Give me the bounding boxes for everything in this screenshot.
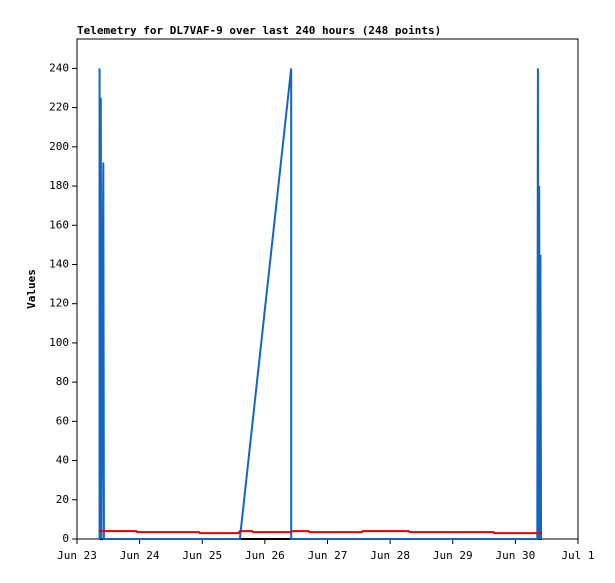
y-axis-label: Values	[25, 269, 38, 309]
y-tick-label: 140	[49, 257, 69, 270]
y-tick-label: 60	[56, 414, 69, 427]
y-tick-label: 80	[56, 375, 69, 388]
x-tick-label: Jun 24	[120, 549, 160, 562]
x-tick-label: Jul 1	[561, 549, 594, 562]
x-tick-label: Jun 23	[57, 549, 97, 562]
plot-frame	[76, 38, 579, 540]
y-tick-label: 220	[49, 101, 69, 114]
x-tick-label: Jun 26	[245, 549, 285, 562]
y-tick-label: 180	[49, 179, 69, 192]
y-tick-label: 100	[49, 336, 69, 349]
y-tick-label: 40	[56, 454, 69, 467]
y-tick-label: 200	[49, 140, 69, 153]
y-tick-label: 0	[62, 532, 69, 545]
chart-title: Telemetry for DL7VAF-9 over last 240 hou…	[77, 24, 441, 37]
y-tick-label: 160	[49, 218, 69, 231]
y-tick-label: 240	[49, 61, 69, 74]
series-line	[98, 68, 543, 540]
x-tick-label: Jun 25	[182, 549, 222, 562]
y-tick-label: 20	[56, 493, 69, 506]
x-tick-label: Jun 30	[496, 549, 536, 562]
y-tick-label: 120	[49, 297, 69, 310]
x-tick-label: Jun 29	[433, 549, 473, 562]
x-tick-label: Jun 27	[308, 549, 348, 562]
series-line	[99, 530, 542, 535]
x-tick-label: Jun 28	[370, 549, 410, 562]
